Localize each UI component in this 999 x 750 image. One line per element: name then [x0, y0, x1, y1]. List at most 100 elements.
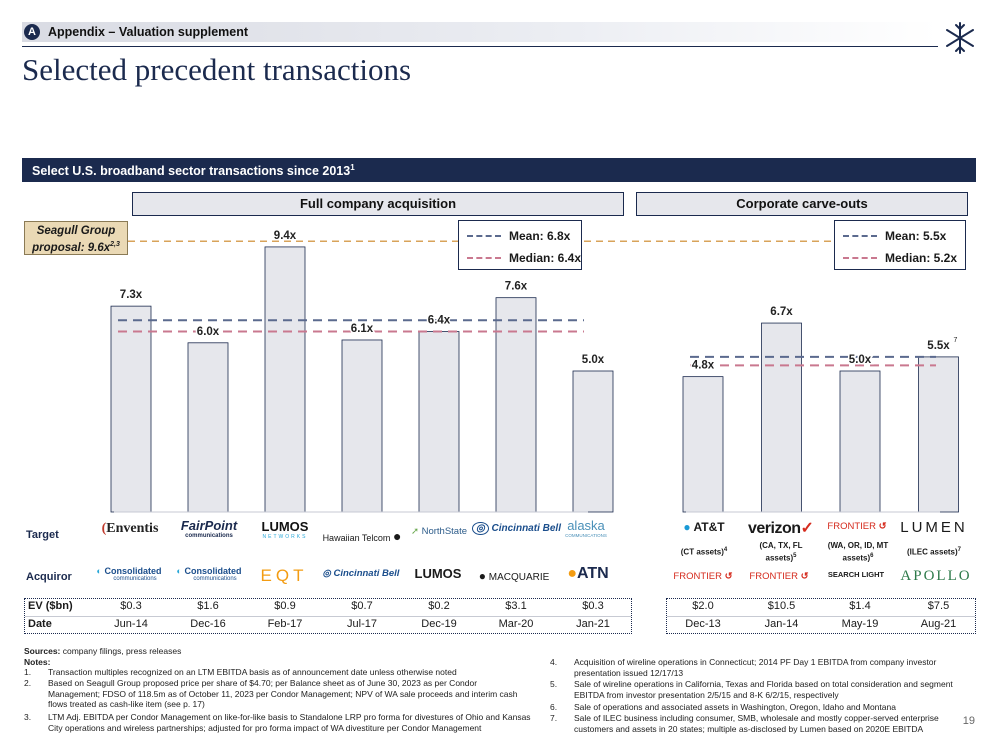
page-number: 19 — [962, 715, 975, 727]
data-label-0-0: 7.3x — [120, 289, 143, 301]
bar-1-0 — [682, 376, 724, 513]
date-cell: Jan-21 — [576, 618, 610, 630]
median-line-icon — [843, 257, 877, 259]
legend-mean: Mean: 5.5x — [885, 229, 947, 243]
ev-cell: $0.3 — [120, 600, 142, 612]
section-label: Appendix – Valuation supplement — [48, 25, 249, 39]
legend-median: Median: 6.4x — [508, 251, 582, 265]
ev-cell: $0.9 — [274, 600, 296, 612]
full-acquisition-header: Full company acquisition — [132, 192, 624, 216]
title-divider — [22, 46, 938, 47]
logo-enventis: (Enventis — [101, 521, 159, 536]
row-label-target: Target — [26, 529, 59, 541]
data-label-0-4: 6.4x — [428, 315, 451, 327]
logo-lumos: LUMOS NETWORKS — [261, 519, 309, 540]
ev-cell: $7.5 — [927, 600, 950, 612]
date-cell: Jul-17 — [347, 618, 377, 630]
mean-line-icon — [843, 235, 877, 237]
legend-carve: Mean: 5.5x Median: 5.2x — [834, 220, 966, 270]
date-cell: Jan-14 — [764, 618, 799, 630]
logo-consolidated-2: ◐ Consolidated communications — [176, 566, 242, 582]
company-logo-icon — [946, 22, 974, 54]
logo-atn: ●ATN — [567, 565, 609, 582]
carve-outs-header: Corporate carve-outs — [636, 192, 968, 216]
ev-cell: $0.2 — [428, 600, 450, 612]
ev-cell: $1.6 — [197, 600, 219, 612]
bar-0-2 — [264, 246, 306, 513]
data-label-0-3: 6.1x — [351, 323, 374, 335]
logo-apollo: APOLLO — [900, 568, 972, 584]
sub-label-att: (CT assets)4 — [680, 547, 728, 557]
data-label-1-3: 5.5x — [927, 340, 950, 352]
logo-hawaiian-telcom: Hawaiian Telcom ● — [322, 528, 402, 544]
ev-cell: $3.1 — [505, 600, 527, 612]
bar-0-5 — [495, 297, 537, 513]
footnote-5: Sale of wireline operations in Californi… — [574, 679, 953, 700]
legend-median: Median: 5.2x — [885, 251, 958, 265]
data-table-carve — [666, 598, 976, 634]
table-label-date: Date — [28, 618, 52, 630]
appendix-badge: A — [24, 24, 40, 40]
logo-cincinnati-bell-acq: ◎ Cincinnati Bell — [322, 568, 400, 579]
legend-full: Mean: 6.8x Median: 6.4x — [458, 220, 582, 270]
footnote-6: Sale of operations and associated assets… — [574, 702, 896, 712]
precedent-multiples-chart: 7.3x 6.0x 9.4x 6.1x 6.4x 7.6x 5.0x 4.8x 6.7x 5.0x… — [110, 228, 959, 513]
footnotes-right: 4. Acquisition of wireline operations in … — [550, 657, 960, 749]
logo-cincinnati-bell: ◎ Cincinnati Bell — [472, 522, 561, 535]
logo-verizon: verizon✓ — [748, 520, 814, 537]
date-cell: Dec-16 — [190, 618, 226, 630]
ev-cell: $10.5 — [767, 600, 796, 612]
data-label-1-2: 5.0x — [849, 354, 872, 366]
bar-0-1 — [187, 342, 229, 513]
logo-frontier-target: FRONTIER ↺ — [827, 521, 887, 532]
data-label-1-1: 6.7x — [770, 306, 793, 318]
logo-frontier-acq-2: FRONTIER ↺ — [749, 571, 809, 582]
logo-macquarie: ● MACQUARIE — [478, 569, 550, 583]
bar-0-0 — [110, 305, 152, 513]
page-title: Selected precedent transactions — [22, 52, 412, 87]
bar-1-1 — [761, 322, 802, 513]
data-label-0-1: 6.0x — [197, 326, 220, 338]
bar-0-3 — [341, 339, 383, 513]
mean-line-icon — [467, 235, 501, 237]
data-label-0-2: 9.4x — [274, 230, 297, 242]
section-header-bar — [22, 22, 938, 42]
logo-lumen: LUMEN — [900, 519, 968, 536]
date-cell: Jun-14 — [114, 618, 148, 630]
sub-label-frontier: (WA, OR, ID, MT assets)6 — [827, 541, 889, 563]
footnotes-left: Sources: company filings, press releases… — [24, 646, 544, 745]
date-cell: Dec-13 — [685, 618, 721, 630]
data-table-full — [24, 598, 632, 634]
bar-1-2 — [839, 370, 881, 513]
logo-northstate: ➚ NorthState — [410, 526, 468, 537]
date-cell: Mar-20 — [498, 618, 534, 630]
date-cell: Aug-21 — [920, 618, 957, 630]
ev-cell: $2.0 — [692, 600, 714, 612]
logo-searchlight: SEARCH LIGHT — [827, 570, 885, 579]
seagull-proposal-callout: Seagull Group proposal: 9.6x2,3 — [24, 221, 128, 255]
logo-fairpoint: FairPoint communications — [180, 518, 238, 539]
bar-0-6 — [572, 370, 614, 513]
row-label-acquiror: Acquiror — [26, 571, 72, 583]
ev-cell: $0.7 — [351, 600, 373, 612]
sub-label-lumen: (ILEC assets)7 — [906, 547, 962, 557]
footnote-2: Based on Seagull Group proposed price pe… — [48, 678, 518, 709]
bar-1-3 — [918, 356, 959, 513]
footnote-4: Acquisition of wireline operations in Co… — [574, 657, 937, 678]
logo-frontier-acq-1: FRONTIER ↺ — [673, 571, 733, 582]
logo-eqt: EQT — [260, 566, 308, 585]
legend-mean: Mean: 6.8x — [509, 229, 571, 243]
bar-0-4 — [418, 331, 460, 513]
logo-att: ● AT&T — [683, 520, 725, 534]
sub-label-verizon: (CA, TX, FL assets)5 — [759, 541, 803, 563]
data-label-sup: 7 — [954, 337, 958, 344]
footnote-1: Transaction multiples recognized on an L… — [48, 667, 457, 677]
date-cell: May-19 — [841, 618, 879, 630]
data-label-0-6: 5.0x — [582, 354, 605, 366]
ev-cell: $0.3 — [582, 600, 604, 612]
date-cell: Dec-19 — [421, 618, 457, 630]
chart-banner: Select U.S. broadband sector transaction… — [22, 158, 976, 182]
data-label-0-5: 7.6x — [505, 281, 528, 293]
logo-consolidated-1: ◐ Consolidated communications — [96, 566, 162, 582]
date-cell: Feb-17 — [267, 618, 303, 630]
